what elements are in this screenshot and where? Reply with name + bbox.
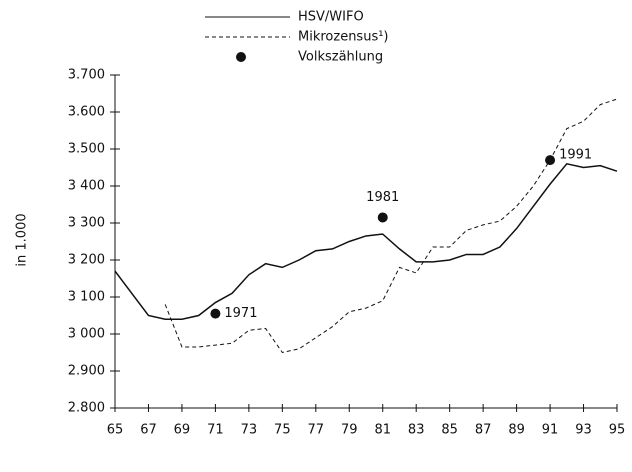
y-tick-label: 3 100 [68, 290, 105, 305]
y-tick-label: 3 300 [68, 216, 105, 231]
y-tick-label: 3 000 [68, 327, 105, 342]
y-tick-label: 2.900 [68, 364, 105, 379]
legend-label: HSV/WIFO [298, 10, 364, 25]
y-tick-label: 3.700 [68, 68, 105, 83]
y-tick-label: 3 400 [68, 179, 105, 194]
y-axis-label: in 1.000 [15, 213, 30, 266]
y-tick-label: 2.800 [68, 401, 105, 416]
x-tick-label: 73 [241, 423, 258, 438]
census-point [545, 155, 556, 166]
point-label: 1971 [224, 306, 257, 321]
x-tick-label: 67 [140, 423, 157, 438]
y-tick-label: 3 200 [68, 253, 105, 268]
x-tick-label: 83 [408, 423, 425, 438]
legend-swatch [236, 52, 246, 62]
series-line [164, 98, 618, 354]
x-tick-label: 85 [441, 423, 458, 438]
x-tick-label: 77 [308, 423, 325, 438]
series-line [114, 162, 618, 320]
x-tick-label: 81 [374, 423, 391, 438]
census-point [377, 212, 388, 223]
legend-label: Volkszählung [298, 50, 383, 65]
x-tick-label: 65 [107, 423, 124, 438]
x-tick-label: 93 [575, 423, 592, 438]
x-tick-label: 95 [609, 423, 626, 438]
point-label: 1981 [366, 190, 399, 205]
y-tick-label: 3.500 [68, 142, 105, 157]
x-tick-label: 79 [341, 423, 358, 438]
x-tick-label: 87 [475, 423, 492, 438]
x-tick-label: 91 [542, 423, 559, 438]
census-point [210, 308, 221, 319]
x-tick-label: 89 [508, 423, 525, 438]
legend-label: Mikrozensus¹) [298, 30, 389, 45]
x-tick-label: 75 [274, 423, 291, 438]
point-label: 1991 [559, 148, 592, 163]
x-tick-label: 71 [207, 423, 224, 438]
x-tick-label: 69 [174, 423, 191, 438]
y-tick-label: 3.600 [68, 105, 105, 120]
